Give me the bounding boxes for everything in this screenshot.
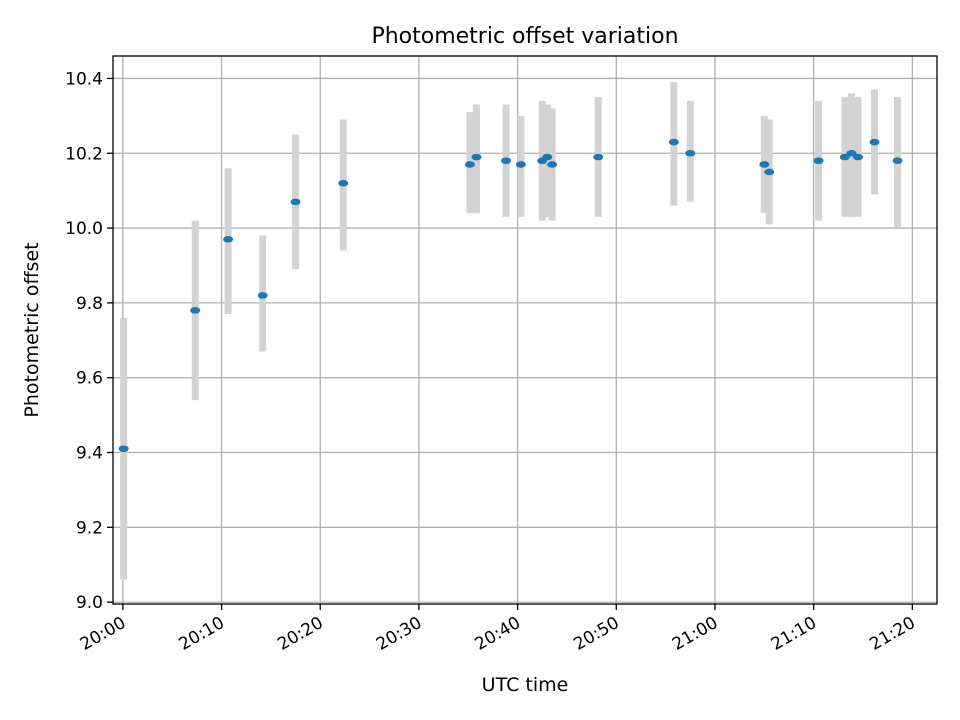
data-point bbox=[668, 138, 679, 146]
data-point bbox=[892, 157, 903, 165]
y-tick-label: 10.2 bbox=[65, 144, 103, 164]
chart-title: Photometric offset variation bbox=[371, 24, 678, 49]
data-point bbox=[190, 307, 201, 314]
y-tick-label: 9.6 bbox=[76, 369, 103, 389]
x-axis-label: UTC time bbox=[482, 674, 569, 696]
data-point bbox=[685, 149, 696, 157]
data-point bbox=[118, 445, 129, 453]
y-axis-label: Photometric offset bbox=[21, 242, 43, 417]
data-point bbox=[290, 198, 301, 206]
data-point bbox=[813, 157, 824, 165]
data-point bbox=[542, 153, 553, 161]
y-tick-label: 10.0 bbox=[65, 219, 103, 239]
y-tick-label: 9.0 bbox=[76, 593, 103, 613]
data-point bbox=[764, 168, 775, 176]
data-point bbox=[223, 235, 234, 243]
data-point bbox=[839, 153, 850, 161]
y-tick-label: 10.4 bbox=[65, 69, 103, 89]
data-point bbox=[846, 149, 857, 157]
data-point bbox=[501, 157, 512, 165]
data-point bbox=[593, 153, 604, 161]
grid bbox=[113, 56, 937, 604]
y-tick-label: 9.8 bbox=[76, 294, 103, 314]
data-point bbox=[464, 161, 475, 168]
data-point bbox=[547, 161, 558, 168]
y-tick-label: 9.2 bbox=[76, 518, 103, 538]
data-point bbox=[515, 161, 526, 168]
data-point bbox=[853, 153, 864, 161]
data-point bbox=[869, 138, 880, 146]
data-point bbox=[471, 153, 482, 161]
y-tick-label: 9.4 bbox=[76, 444, 103, 464]
data-point bbox=[759, 161, 770, 168]
data-point bbox=[338, 179, 349, 187]
plot-frame bbox=[112, 55, 938, 605]
data-point bbox=[257, 292, 268, 299]
data-points bbox=[118, 138, 903, 453]
